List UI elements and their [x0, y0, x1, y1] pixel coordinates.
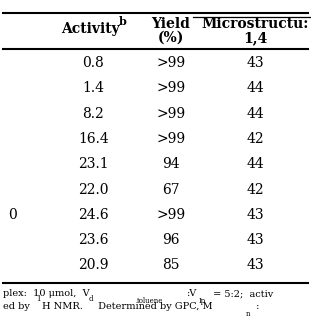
Text: 0.8: 0.8 [83, 56, 104, 70]
Text: 1: 1 [36, 295, 40, 303]
Text: >99: >99 [156, 107, 186, 121]
Text: 43: 43 [246, 56, 264, 70]
Text: 43: 43 [246, 258, 264, 272]
Text: 42: 42 [246, 132, 264, 146]
Text: >99: >99 [156, 208, 186, 222]
Text: d: d [89, 295, 93, 303]
Text: 42: 42 [246, 182, 264, 196]
Text: >99: >99 [156, 132, 186, 146]
Text: 43: 43 [246, 208, 264, 222]
Text: :: : [253, 302, 260, 311]
Text: 67: 67 [162, 182, 180, 196]
Text: 96: 96 [162, 233, 180, 247]
Text: 16.4: 16.4 [78, 132, 109, 146]
Text: plex:  10 μmol,  V: plex: 10 μmol, V [3, 289, 90, 298]
Text: Determined by GPC, M: Determined by GPC, M [95, 302, 212, 311]
Text: 43: 43 [246, 233, 264, 247]
Text: n: n [246, 310, 250, 318]
Text: 0: 0 [8, 208, 17, 222]
Text: >99: >99 [156, 82, 186, 95]
Text: Activity: Activity [61, 22, 125, 36]
Text: 44: 44 [246, 82, 264, 95]
Text: 44: 44 [246, 107, 264, 121]
Text: b: b [119, 16, 127, 27]
Text: Microstructu:: Microstructu: [201, 17, 309, 31]
Text: Ip: Ip [199, 297, 206, 305]
Text: toluene: toluene [137, 297, 163, 305]
Text: Yield: Yield [152, 17, 190, 31]
Text: 44: 44 [246, 157, 264, 171]
Text: 22.0: 22.0 [78, 182, 108, 196]
Text: H NMR.: H NMR. [42, 302, 86, 311]
Text: 23.6: 23.6 [78, 233, 108, 247]
Text: 24.6: 24.6 [78, 208, 108, 222]
Text: 85: 85 [162, 258, 180, 272]
Text: 94: 94 [162, 157, 180, 171]
Text: ed by: ed by [3, 302, 33, 311]
Text: >99: >99 [156, 56, 186, 70]
Text: 20.9: 20.9 [78, 258, 108, 272]
Text: 1,4: 1,4 [243, 31, 267, 45]
Text: (%): (%) [158, 31, 184, 45]
Text: 23.1: 23.1 [78, 157, 108, 171]
Text: = 5:2;  activ: = 5:2; activ [210, 289, 273, 298]
Text: :V: :V [187, 289, 197, 298]
Text: 1.4: 1.4 [82, 82, 104, 95]
Text: 8.2: 8.2 [83, 107, 104, 121]
